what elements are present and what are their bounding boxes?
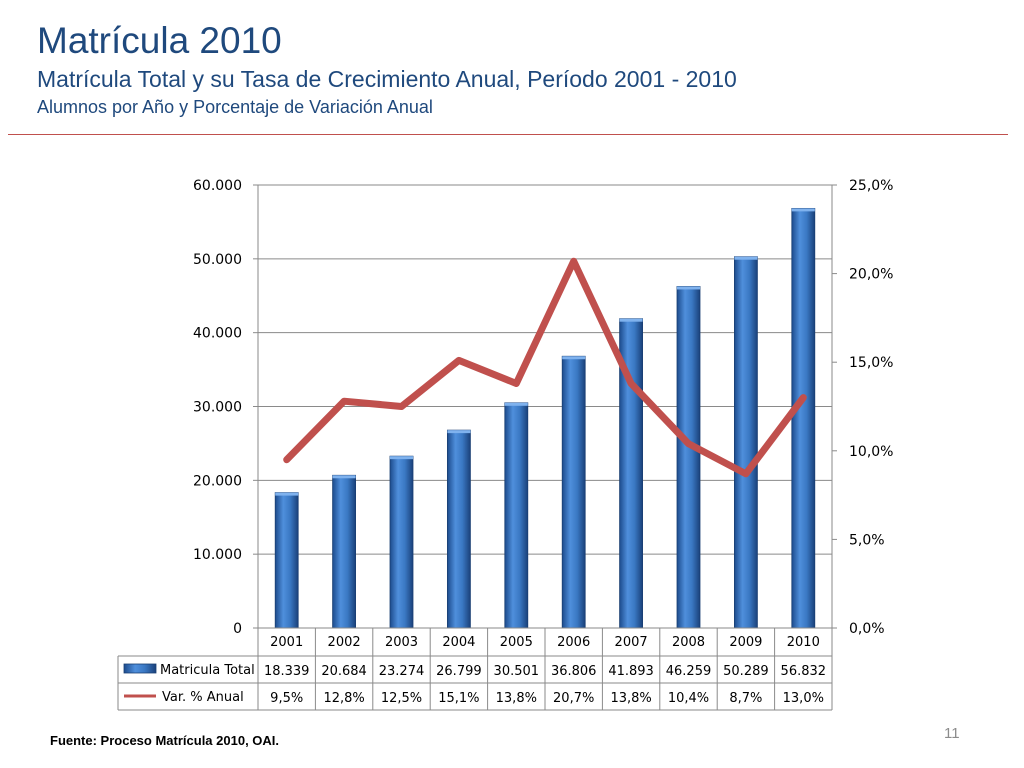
table-value-var: 20,7% — [553, 691, 594, 706]
bar-top-highlight — [390, 456, 413, 460]
y-left-tick-label: 40.000 — [193, 326, 242, 342]
table-value-matricula: 41.893 — [608, 664, 654, 679]
bar — [676, 286, 701, 629]
x-tick-label: 2007 — [615, 635, 648, 650]
table-value-var: 8,7% — [729, 691, 762, 706]
y-right-tick-label: 15,0% — [849, 355, 893, 371]
table-value-matricula: 20.684 — [321, 664, 367, 679]
x-tick-label: 2004 — [442, 635, 475, 650]
bar-top-highlight — [275, 492, 299, 496]
y-right-tick-label: 20,0% — [849, 267, 893, 283]
title-divider — [8, 134, 1008, 135]
y-right-tick-label: 5,0% — [849, 532, 885, 548]
table-value-var: 13,8% — [496, 691, 537, 706]
x-tick-label: 2002 — [328, 635, 361, 650]
table-value-var: 15,1% — [438, 691, 479, 706]
y-left-tick-label: 60.000 — [193, 178, 242, 194]
bar-top-highlight — [677, 286, 700, 290]
table-value-matricula: 26.799 — [436, 664, 482, 679]
table-value-var: 10,4% — [668, 691, 709, 706]
bar-top-highlight — [619, 318, 643, 322]
bar-top-highlight — [447, 430, 471, 434]
x-tick-label: 2006 — [557, 635, 590, 650]
table-value-matricula: 30.501 — [494, 664, 540, 679]
x-tick-label: 2003 — [385, 635, 418, 650]
bar — [791, 207, 816, 629]
y-left-tick-label: 50.000 — [193, 252, 242, 268]
table-value-var: 12,8% — [323, 691, 364, 706]
legend-label-var: Var. % Anual — [162, 690, 244, 705]
y-left-tick-label: 10.000 — [193, 547, 242, 563]
bar — [561, 355, 586, 629]
table-value-matricula: 36.806 — [551, 664, 597, 679]
bar — [389, 455, 414, 629]
bar-top-highlight — [504, 402, 528, 406]
table-value-var: 9,5% — [270, 691, 303, 706]
table-value-matricula: 46.259 — [666, 664, 712, 679]
y-left-tick-label: 0 — [233, 621, 242, 637]
bar-top-highlight — [332, 475, 356, 479]
source-note: Fuente: Proceso Matrícula 2010, OAI. — [50, 733, 280, 748]
table-value-matricula: 56.832 — [781, 664, 827, 679]
bar — [504, 402, 529, 629]
bar — [446, 429, 471, 629]
table-value-var: 13,8% — [610, 691, 651, 706]
table-value-var: 13,0% — [783, 691, 824, 706]
page-number: 11 — [944, 725, 960, 742]
y-right-tick-label: 0,0% — [849, 621, 885, 637]
x-tick-label: 2008 — [672, 635, 705, 650]
legend-label-matricula: Matricula Total — [160, 663, 255, 678]
slide-subtitle: Matrícula Total y su Tasa de Crecimiento… — [37, 66, 737, 92]
y-right-tick-label: 10,0% — [849, 444, 893, 460]
table-value-matricula: 23.274 — [379, 664, 425, 679]
bar — [734, 256, 758, 629]
bar — [274, 492, 299, 629]
slide-title: Matrícula 2010 — [37, 20, 282, 61]
legend-key-bar — [123, 663, 157, 674]
x-tick-label: 2001 — [270, 635, 303, 650]
table-value-matricula: 50.289 — [723, 664, 769, 679]
bar-top-highlight — [791, 208, 815, 212]
x-tick-label: 2009 — [729, 635, 762, 650]
x-tick-label: 2005 — [500, 635, 533, 650]
bar-top-highlight — [562, 356, 586, 360]
slide-subtitle-secondary: Alumnos por Año y Porcentaje de Variació… — [37, 97, 433, 117]
line-series-var-anual — [283, 257, 807, 478]
y-left-tick-label: 20.000 — [193, 473, 242, 489]
bar-top-highlight — [734, 256, 758, 260]
table-value-matricula: 18.339 — [264, 664, 310, 679]
y-left-tick-label: 30.000 — [193, 400, 242, 416]
bar — [332, 474, 357, 629]
y-right-tick-label: 25,0% — [849, 178, 893, 194]
table-value-var: 12,5% — [381, 691, 422, 706]
x-tick-label: 2010 — [787, 635, 820, 650]
